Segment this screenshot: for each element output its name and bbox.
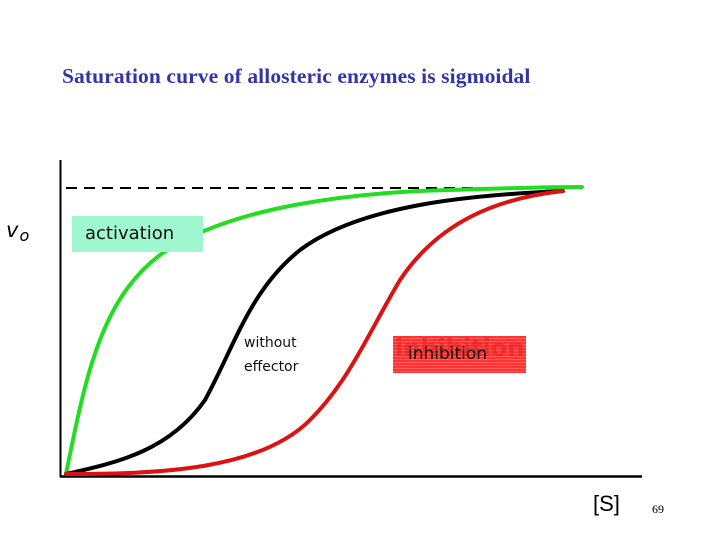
without-effector-line2: effector bbox=[244, 359, 299, 375]
activation-label: activation bbox=[85, 223, 175, 244]
y-axis-label-subscript: o bbox=[19, 226, 30, 245]
slide-title: Saturation curve of allosteric enzymes i… bbox=[62, 64, 531, 88]
inhibition-label-box: inhibition inhibition bbox=[393, 334, 526, 373]
activation-curve bbox=[64, 185, 584, 476]
x-axis-label: [S] bbox=[593, 491, 620, 516]
without-effector-label: without effector bbox=[244, 331, 298, 379]
without-effector-curve bbox=[64, 189, 565, 476]
y-axis-label-main: v bbox=[6, 218, 19, 242]
inhibition-label: inhibition bbox=[408, 344, 488, 364]
y-axis-label: vo bbox=[6, 218, 30, 245]
inhibition-ghost-text: inhibition bbox=[395, 334, 525, 362]
activation-label-box: activation bbox=[72, 216, 203, 252]
page-number: 69 bbox=[652, 502, 664, 516]
inhibition-curve bbox=[64, 189, 565, 476]
without-effector-line1: without bbox=[244, 335, 297, 351]
